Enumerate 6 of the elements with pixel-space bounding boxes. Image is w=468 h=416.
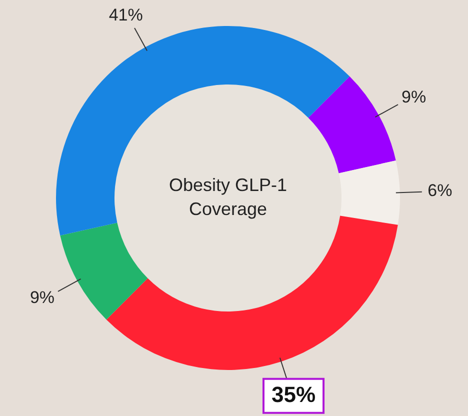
text: Obesity GLP-1 Coverage — [168, 174, 288, 219]
data-label: 9% — [30, 288, 55, 307]
data-label: 9% — [401, 87, 426, 106]
data-label: 41% — [108, 5, 143, 24]
data-label: 6% — [428, 181, 452, 200]
data-label: 35% — [271, 382, 316, 407]
